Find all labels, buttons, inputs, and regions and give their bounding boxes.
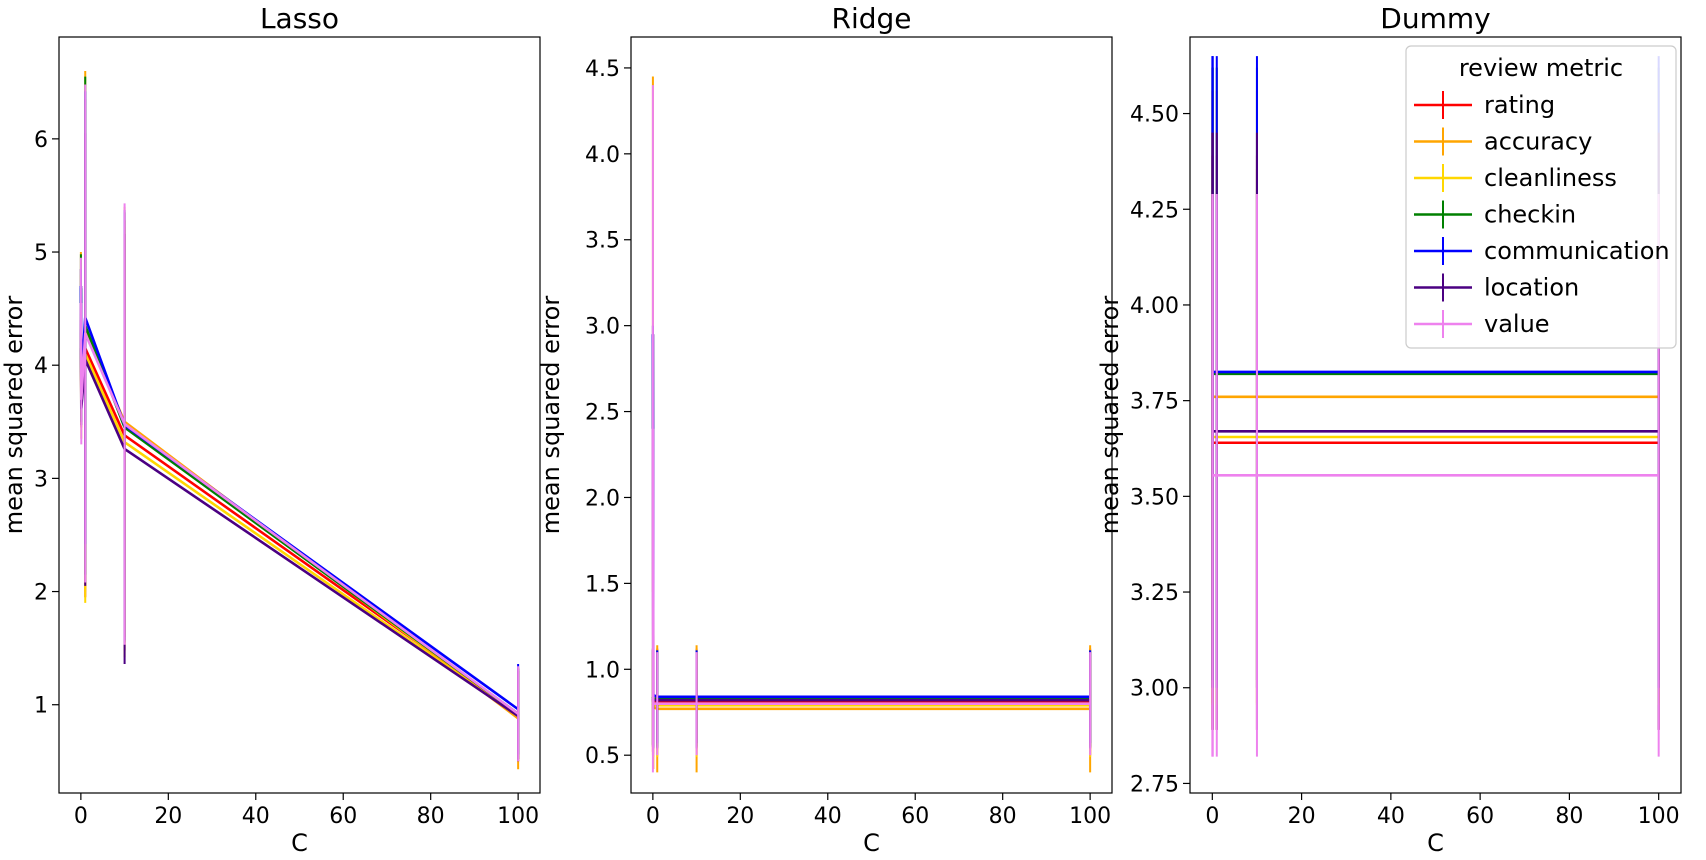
y-tick-label: 3.50 — [1130, 485, 1179, 510]
y-tick-label: 1 — [34, 694, 48, 719]
series-accuracy — [651, 76, 1092, 773]
plot-area — [651, 76, 1092, 773]
y-tick-label: 3.75 — [1130, 390, 1179, 415]
series-value — [79, 84, 520, 762]
series-rating — [79, 99, 520, 760]
series-line — [651, 334, 1091, 699]
y-tick-label: 2.75 — [1130, 772, 1179, 797]
legend-item-value: value — [1414, 310, 1550, 338]
series-line — [79, 308, 519, 718]
y-tick-label: 5 — [34, 241, 48, 266]
legend-label: location — [1484, 274, 1579, 302]
series-checkin — [79, 76, 520, 760]
y-tick-label: 3.5 — [585, 229, 620, 254]
y-tick-label: 4.5 — [585, 57, 620, 82]
y-tick-label: 3.00 — [1130, 677, 1179, 702]
legend-label: checkin — [1484, 201, 1576, 229]
x-tick-label: 100 — [497, 804, 539, 829]
y-tick-label: 3.0 — [585, 315, 620, 340]
x-tick-label: 0 — [1205, 804, 1219, 829]
legend-item-cleanliness: cleanliness — [1414, 164, 1617, 192]
legend-item-rating: rating — [1414, 91, 1555, 119]
series-rating — [651, 648, 1092, 756]
chart-title: Lasso — [260, 2, 339, 35]
x-tick-label: 80 — [989, 804, 1017, 829]
x-tick-label: 60 — [901, 804, 929, 829]
x-tick-label: 0 — [646, 804, 660, 829]
y-tick-label: 2 — [34, 581, 48, 606]
y-tick-label: 4.00 — [1130, 294, 1179, 319]
y-tick-label: 0.5 — [585, 744, 620, 769]
y-tick-label: 4.0 — [585, 143, 620, 168]
legend-label: accuracy — [1484, 128, 1592, 156]
chart-title: Ridge — [831, 2, 911, 35]
x-tick-label: 40 — [242, 804, 270, 829]
x-tick-label: 40 — [1377, 804, 1405, 829]
plot-area — [79, 70, 520, 770]
series-communication — [79, 91, 520, 755]
series-location — [651, 650, 1092, 749]
y-tick-label: 3 — [34, 467, 48, 492]
x-tick-label: 60 — [1466, 804, 1494, 829]
legend-item-location: location — [1414, 273, 1579, 302]
x-tick-label: 80 — [417, 804, 445, 829]
x-tick-label: 20 — [726, 804, 754, 829]
x-tick-label: 60 — [329, 804, 357, 829]
y-axis-label: mean squared error — [537, 296, 565, 535]
chart-panel-dummy: Dummy 0 20 40 60 80 100 2.75 3.00 3.25 3.50 3.75 4.0… — [1096, 2, 1682, 857]
y-tick-label: 1.5 — [585, 572, 620, 597]
axes-frame — [58, 36, 541, 794]
x-tick-label: 100 — [1638, 804, 1680, 829]
series-value — [651, 85, 1092, 773]
x-tick-label: 40 — [814, 804, 842, 829]
legend-item-accuracy: accuracy — [1414, 127, 1592, 156]
legend-label: value — [1484, 310, 1550, 338]
x-tick-label: 80 — [1555, 804, 1583, 829]
series-line — [651, 334, 1091, 711]
series-line — [79, 302, 519, 715]
x-tick-label: 0 — [74, 804, 88, 829]
series-communication — [651, 325, 1092, 744]
chart-panel-ridge: Ridge 0 20 40 60 80 100 0.5 1.0 1.5 2.0 2.5 3.0 3.5 4.… — [537, 2, 1113, 857]
y-tick-label: 3.25 — [1130, 581, 1179, 606]
y-tick-label: 2.0 — [585, 486, 620, 511]
legend-item-checkin: checkin — [1414, 200, 1576, 229]
y-axis-label: mean squared error — [1096, 296, 1124, 535]
series-value — [1211, 193, 1660, 757]
y-tick-label: 4.25 — [1130, 198, 1179, 223]
x-axis-label: C — [863, 829, 880, 857]
x-axis-label: C — [1427, 829, 1444, 857]
y-axis-label: mean squared error — [0, 296, 28, 535]
legend-label: cleanliness — [1484, 164, 1617, 192]
series-line — [79, 302, 519, 715]
x-tick-label: 20 — [1288, 804, 1316, 829]
legend-item-communication: communication — [1414, 237, 1670, 265]
series-line — [79, 285, 519, 711]
plot-area — [1211, 56, 1660, 757]
series-line — [79, 285, 519, 720]
legend: review metric rating accuracy cleanliness ch… — [1405, 45, 1677, 349]
chart-title: Dummy — [1380, 2, 1490, 35]
y-tick-label: 2.5 — [585, 401, 620, 426]
y-tick-label: 4 — [34, 354, 48, 379]
axes-frame — [630, 36, 1113, 794]
legend-label: communication — [1484, 237, 1670, 265]
legend-title: review metric — [1459, 54, 1623, 82]
series-line — [79, 319, 519, 718]
y-tick-label: 6 — [34, 128, 48, 153]
axes-frame — [1189, 36, 1682, 794]
legend-box — [1405, 45, 1677, 349]
series-line — [79, 288, 519, 715]
x-tick-label: 100 — [1069, 804, 1111, 829]
series-line — [651, 428, 1091, 705]
legend-label: rating — [1484, 91, 1555, 119]
y-tick-label: 1.0 — [585, 658, 620, 683]
x-tick-label: 20 — [154, 804, 182, 829]
y-tick-label: 4.50 — [1130, 103, 1179, 128]
x-axis-label: C — [291, 829, 308, 857]
